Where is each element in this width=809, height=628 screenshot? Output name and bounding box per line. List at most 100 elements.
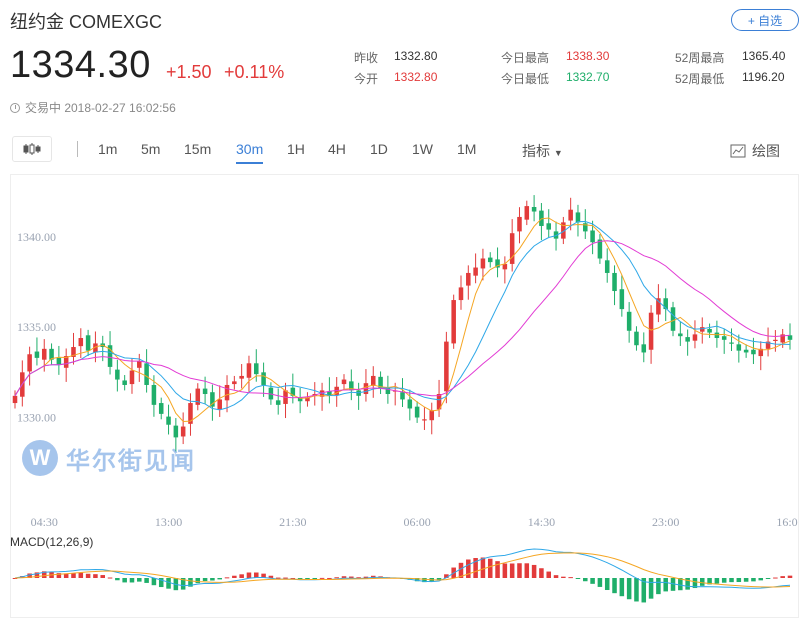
candle-body bbox=[224, 384, 230, 401]
macd-bar bbox=[188, 578, 193, 587]
high-label: 今日最高 bbox=[501, 51, 550, 65]
macd-bar bbox=[714, 578, 720, 584]
candle-body bbox=[188, 403, 193, 424]
instrument-title: 纽约金 COMEXGC bbox=[10, 12, 163, 32]
x-tick-label: 14:30 bbox=[528, 515, 555, 529]
candle-body bbox=[714, 332, 720, 338]
prev-close-value: 1332.80 bbox=[394, 49, 438, 63]
candle-body bbox=[12, 395, 18, 404]
period-5m[interactable]: 5m bbox=[141, 141, 161, 157]
candle-body bbox=[217, 399, 222, 410]
price-chart[interactable]: 1340.00 1335.00 1330.00 04:30 13:00 21:30 06:0… bbox=[11, 175, 804, 617]
candle-body bbox=[634, 331, 639, 346]
candle-body bbox=[458, 287, 464, 301]
candle-body bbox=[721, 336, 727, 340]
period-1m[interactable]: 1m bbox=[98, 141, 118, 157]
macd-bar bbox=[268, 575, 274, 578]
clock-icon bbox=[10, 102, 20, 113]
x-tick-label: 13:00 bbox=[155, 515, 182, 529]
macd-bar bbox=[195, 578, 201, 584]
open-value: 1332.80 bbox=[394, 70, 438, 84]
candle-body bbox=[429, 410, 435, 421]
period-1w[interactable]: 1W bbox=[412, 141, 433, 157]
macd-bar bbox=[626, 578, 632, 600]
x-tick-label: 06:00 bbox=[403, 515, 430, 529]
macd-bar bbox=[56, 573, 62, 578]
candlestick-type-button[interactable] bbox=[12, 136, 52, 162]
macd-bar bbox=[641, 578, 647, 603]
candle-body bbox=[63, 356, 69, 368]
macd-bar bbox=[502, 563, 508, 578]
add-watchlist-button[interactable]: + 自选 bbox=[731, 9, 799, 31]
watermark: W 华尔街见闻 bbox=[22, 440, 196, 476]
macd-bar bbox=[634, 578, 639, 602]
last-price: 1334.30 bbox=[10, 44, 151, 86]
macd-bar bbox=[334, 577, 339, 579]
macd-bar bbox=[466, 559, 471, 578]
candle-body bbox=[597, 239, 603, 259]
macd-bar bbox=[729, 578, 734, 583]
candle-body bbox=[422, 419, 427, 421]
candle-body bbox=[129, 370, 135, 385]
macd-bar bbox=[158, 578, 164, 588]
macd-bar bbox=[41, 571, 47, 578]
period-1d[interactable]: 1D bbox=[370, 141, 388, 157]
chart-panel[interactable]: 1340.00 1335.00 1330.00 04:30 13:00 21:30 06:0… bbox=[10, 174, 804, 618]
macd-bar bbox=[327, 577, 332, 579]
candle-body bbox=[115, 369, 120, 380]
macd-bar bbox=[553, 575, 559, 578]
candle-body bbox=[41, 348, 47, 360]
macd-bar bbox=[699, 578, 705, 586]
candle-body bbox=[370, 375, 376, 386]
open-label: 今开 bbox=[354, 72, 379, 86]
macd-bar bbox=[531, 564, 537, 578]
macd-bar bbox=[78, 572, 84, 578]
candle-body bbox=[56, 357, 62, 366]
candle-body bbox=[729, 342, 734, 344]
period-4h[interactable]: 4H bbox=[328, 141, 346, 157]
macd-dea-line bbox=[14, 552, 791, 588]
candle-body bbox=[626, 311, 632, 331]
candle-body bbox=[656, 298, 661, 315]
macd-bar bbox=[685, 578, 690, 590]
wk52-low-value: 1196.20 bbox=[742, 70, 785, 84]
candle-body bbox=[773, 339, 778, 342]
candle-body bbox=[297, 397, 303, 402]
macd-bar bbox=[517, 563, 522, 578]
macd-bar bbox=[458, 562, 464, 578]
indicator-dropdown[interactable]: 指标 ▼ bbox=[522, 141, 563, 161]
macd-bar bbox=[561, 576, 566, 578]
candle-body bbox=[254, 363, 259, 375]
candle-body bbox=[261, 372, 266, 385]
period-1h[interactable]: 1H bbox=[287, 141, 305, 157]
period-30m[interactable]: 30m bbox=[236, 141, 264, 164]
candle-body bbox=[341, 379, 347, 385]
macd-bar bbox=[122, 578, 127, 583]
macd-bar bbox=[619, 578, 625, 597]
candle-body bbox=[407, 399, 413, 409]
trading-status: 交易中 2018-02-27 16:02:56 bbox=[10, 99, 176, 116]
macd-bar bbox=[239, 574, 244, 578]
macd-bar bbox=[765, 578, 771, 579]
candle-body bbox=[502, 263, 508, 270]
y-tick-label: 1335.00 bbox=[17, 320, 56, 334]
macd-bar bbox=[217, 578, 222, 580]
macd-bar bbox=[590, 578, 595, 584]
candle-body bbox=[93, 343, 98, 353]
macd-bar bbox=[261, 573, 266, 578]
candle-body bbox=[71, 347, 76, 357]
macd-bar bbox=[319, 577, 325, 579]
candle-body bbox=[436, 394, 442, 410]
draw-tool-button[interactable]: 绘图 bbox=[730, 141, 780, 161]
candle-body bbox=[480, 258, 486, 269]
candle-body bbox=[144, 363, 149, 385]
candle-body bbox=[385, 387, 391, 395]
macd-bar bbox=[297, 578, 303, 579]
macd-bar bbox=[202, 578, 208, 582]
period-15m[interactable]: 15m bbox=[184, 141, 212, 157]
macd-bar bbox=[444, 574, 449, 578]
x-tick-label: 21:30 bbox=[279, 515, 306, 529]
period-1month[interactable]: 1M bbox=[457, 141, 477, 157]
candle-body bbox=[524, 206, 530, 220]
candlestick-icon bbox=[23, 143, 41, 155]
